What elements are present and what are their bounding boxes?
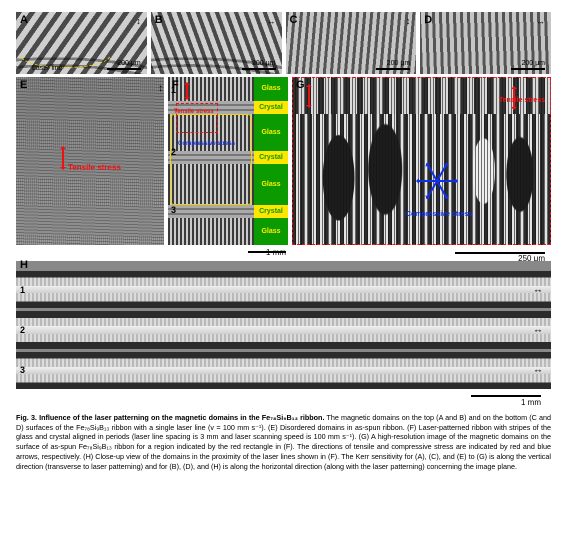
- panel-g: G Tensile stress Compressive stress 250 …: [292, 77, 551, 245]
- h-band: 1 ↔: [16, 271, 551, 308]
- figure-title: Influence of the laser patterning on the…: [39, 413, 324, 422]
- kerr-arrow-icon: ↔: [536, 16, 545, 26]
- panel-label-d: D: [424, 14, 432, 26]
- region-num: 2: [20, 325, 25, 335]
- scalebar-text-c: 200 μm: [387, 60, 411, 67]
- panel-f-legend-column: Glass Crystal Glass Crystal Glass Crysta…: [254, 77, 288, 245]
- panel-f: ↕ F Glass Crystal Glass Crystal Glass Cr…: [168, 77, 288, 245]
- panel-label-g: G: [296, 79, 305, 91]
- scalebar-a: [107, 68, 141, 70]
- scalebar-text-h: 1 mm: [521, 398, 541, 407]
- compressive-star-icon: [417, 161, 457, 201]
- panel-label-c: C: [290, 14, 298, 26]
- kerr-arrow-icon: ↔: [533, 365, 543, 376]
- scalebar-c: [376, 68, 410, 70]
- region-num: 2: [171, 147, 176, 157]
- legend-glass: Glass: [254, 164, 288, 204]
- figure-number: Fig. 3.: [16, 413, 37, 422]
- panel-label-b: B: [155, 14, 163, 26]
- tensile-arrow-icon: [308, 85, 310, 107]
- red-dashed-box: [176, 103, 218, 133]
- h-band: 2 ↔: [16, 311, 551, 348]
- scalebar-b: [242, 68, 276, 70]
- kerr-arrow-icon: ↔: [533, 324, 543, 335]
- compressive-label-g: Compressive stress: [406, 211, 473, 218]
- scalebar-text-b: 200 μm: [252, 60, 276, 67]
- legend-glass: Glass: [254, 114, 288, 151]
- scalebar-text-f: 1 mm: [266, 248, 286, 257]
- panel-a: A ↕ Laser line 200 μm: [16, 12, 147, 74]
- panel-label-a: A: [20, 14, 28, 26]
- region-num: 1: [20, 285, 25, 295]
- kerr-arrow-icon: ↔: [267, 16, 276, 26]
- panel-d: D ↔ 200 μm: [420, 12, 551, 74]
- region-num: 3: [20, 365, 25, 375]
- figure-caption: Fig. 3. Influence of the laser patternin…: [16, 413, 551, 471]
- laser-line-label: Laser line: [32, 65, 62, 72]
- scalebar-h: [471, 395, 541, 397]
- panel-b: B ↔ 200 μm: [151, 12, 282, 74]
- kerr-arrow-icon: ↔: [533, 284, 543, 295]
- scalebar-text-d: 200 μm: [522, 60, 546, 67]
- panel-h: H 1 ↔ 2 ↔ 3 ↔ 1 mm: [16, 261, 551, 389]
- kerr-arrow-icon: ↕: [406, 16, 411, 26]
- legend-glass: Glass: [254, 77, 288, 101]
- tensile-arrow-icon: [62, 147, 64, 169]
- region-num: 1: [171, 85, 176, 95]
- compressive-label-f: Compressive stress: [178, 141, 235, 147]
- legend-crystal: Crystal: [254, 151, 288, 164]
- scalebar-text-a: 200 μm: [117, 60, 141, 67]
- figure: A ↕ Laser line 200 μm B ↔ 200 μm C ↕ 200…: [16, 12, 551, 471]
- scalebar-d: [511, 68, 545, 70]
- tensile-label-g: Tensile stress: [499, 97, 545, 104]
- region-num: 3: [171, 205, 176, 215]
- panel-label-h: H: [20, 259, 28, 271]
- legend-crystal: Crystal: [254, 205, 288, 218]
- legend-glass: Glass: [254, 218, 288, 245]
- h-band: 3 ↔: [16, 352, 551, 389]
- panel-label-e: E: [20, 79, 27, 91]
- row-abcd: A ↕ Laser line 200 μm B ↔ 200 μm C ↕ 200…: [16, 12, 551, 74]
- tensile-label-f: Tensile stress: [174, 109, 214, 115]
- kerr-arrow-icon: ↕: [158, 83, 163, 94]
- tensile-label-e: Tensile stress: [68, 163, 121, 172]
- kerr-arrow-icon: ↕: [136, 16, 141, 26]
- legend-crystal: Crystal: [254, 101, 288, 114]
- tensile-arrow-icon: [186, 83, 188, 99]
- panel-e: E Tensile stress 1 mm: [16, 77, 164, 245]
- panel-c: C ↕ 200 μm: [286, 12, 417, 74]
- row-efg: E Tensile stress 1 mm ↕ F Glass Crystal …: [16, 77, 551, 245]
